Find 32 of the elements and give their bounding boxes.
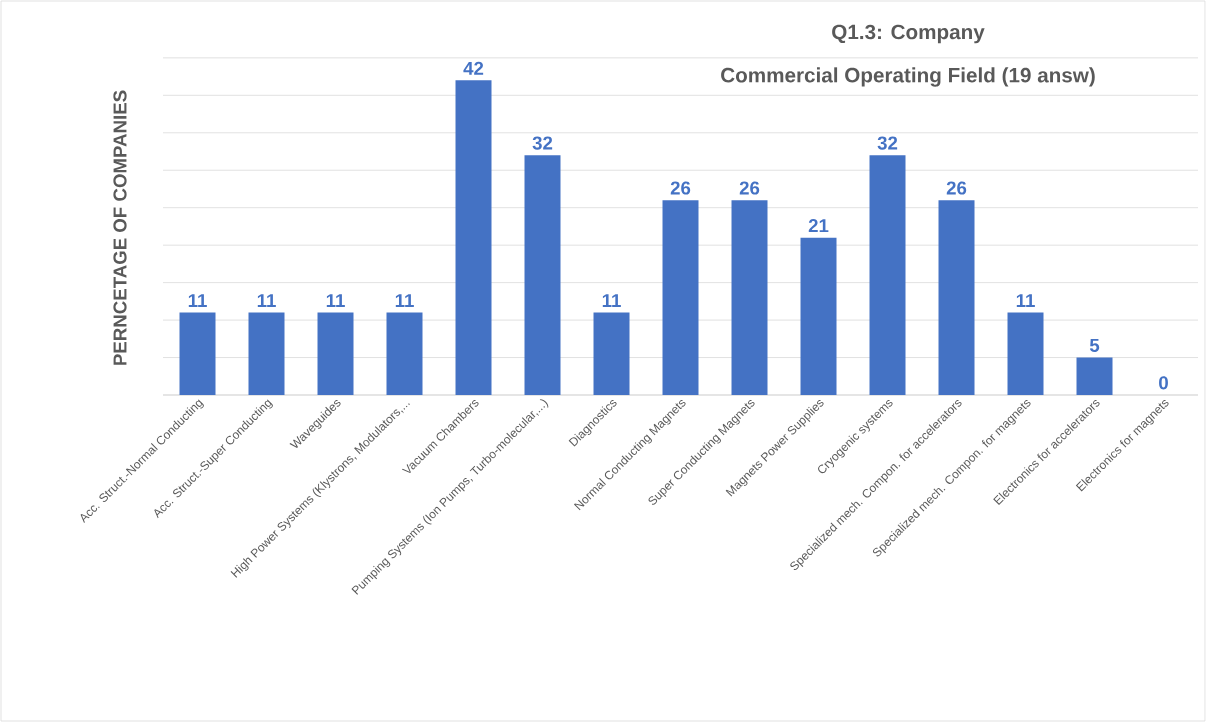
data-label: 11: [395, 294, 414, 307]
bar: [938, 200, 975, 395]
y-axis-title: PERNCETAGE OF COMPANIES: [113, 90, 127, 365]
data-label: 11: [326, 294, 345, 307]
bar: [1076, 357, 1113, 395]
data-label: 26: [670, 181, 691, 195]
bar: [1007, 312, 1044, 395]
data-label: 26: [946, 181, 967, 195]
data-label: 11: [1016, 294, 1035, 307]
bar: [248, 312, 285, 395]
bar: [800, 237, 837, 395]
data-label: 21: [808, 219, 829, 233]
data-label: 32: [532, 136, 553, 150]
bar: [662, 200, 699, 395]
data-label: 11: [602, 294, 621, 307]
data-label: 5: [1089, 338, 1100, 352]
data-label: 11: [257, 294, 276, 307]
bar: [524, 155, 561, 395]
data-label: 26: [739, 181, 760, 195]
chart-title: Q1.3: Company: [832, 24, 985, 44]
bar: [593, 312, 630, 395]
data-label: 0: [1159, 376, 1168, 390]
bar: [179, 312, 216, 395]
data-label: 42: [463, 61, 484, 75]
data-label: 32: [877, 136, 898, 150]
bar: [455, 80, 492, 395]
chart-subtitle: Commercial Operating Field (19 answ): [721, 67, 1095, 87]
bar: [317, 312, 354, 395]
data-label: 11: [188, 294, 207, 307]
bar: [869, 155, 906, 395]
bar: [386, 312, 423, 395]
bar: [731, 200, 768, 395]
